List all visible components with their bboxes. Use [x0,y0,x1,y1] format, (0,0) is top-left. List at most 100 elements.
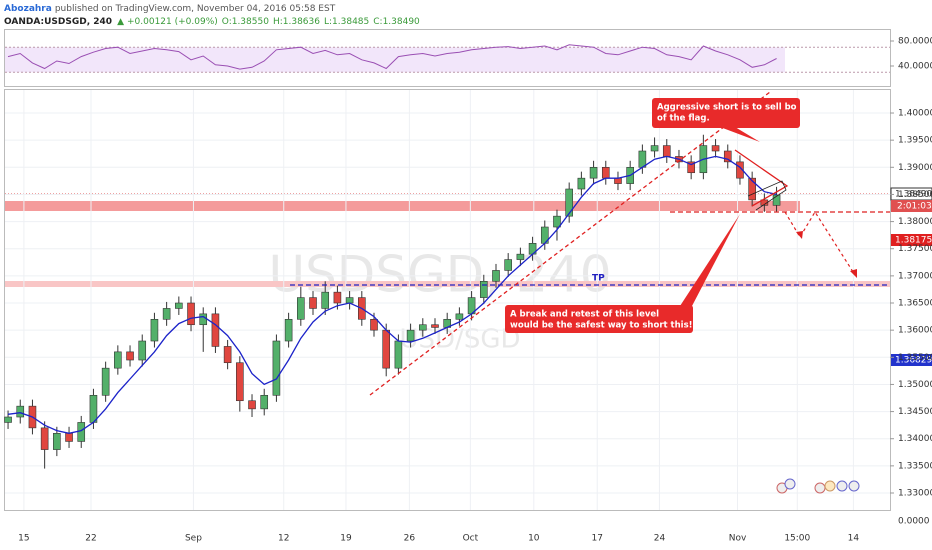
candle-body [577,177,586,190]
candle-body [53,432,61,450]
events [776,478,860,494]
candle-body [333,291,342,304]
candle-body [760,199,769,206]
resistance-zone [5,201,800,211]
level-label: 1.38175 [895,236,932,246]
author[interactable]: Abozahra [4,4,52,14]
y-tick-label: 1.35000 [898,380,932,390]
y-tick-label: 1.35500 [898,353,932,363]
y-tick-label: 1.37000 [898,271,932,281]
candle-body [284,318,293,342]
rsi-tick-label: 80.0000 [898,37,932,47]
y-tick-label: 1.38500 [898,190,932,200]
x-tick-label: 24 [654,534,666,544]
y-tick-label: 1.33000 [898,489,932,499]
top-callout [652,98,800,128]
candle-body [614,177,622,184]
y-tick-label: 1.37500 [898,244,932,254]
candle-body [516,253,525,260]
candle-body [260,394,269,410]
x-tick-label: Oct [463,534,479,544]
candle-body [138,340,147,361]
candle-body [77,422,86,442]
candle-body [272,340,281,396]
candle-body [504,259,512,271]
arrowhead [796,231,803,239]
callout-text: would be the safest way to short this! [510,321,693,331]
y-tick-label: 1.40000 [898,109,932,119]
volume-tick-label: 0.0000 [898,517,930,527]
main-pane [4,89,891,511]
y-tick-label: 1.39500 [898,136,932,146]
callout-text: A break and retest of this level [510,310,659,320]
published: published on TradingView.com, November 0… [55,4,336,14]
candle-body [772,194,781,206]
countdown: 2:01:03 [897,202,932,212]
level-box [891,354,932,366]
x-tick-label: 12 [278,534,289,544]
callout-tail [680,214,740,306]
candle-body [248,400,256,410]
candle-body [114,351,122,369]
candle-body [711,145,720,152]
flag [734,149,789,207]
candle-body [601,167,610,179]
candle-body [150,318,159,342]
candle-body [199,313,208,326]
y-tick-label: 1.38000 [898,217,932,227]
candle-body [162,308,171,320]
candle-body [65,432,73,442]
y-tick-label: 1.34000 [898,434,932,444]
candle-body [662,145,671,157]
candle-body [492,270,500,282]
candle-body [565,188,573,217]
candle-body [236,362,244,402]
candle-body [431,324,439,328]
watermark: USDSGD, 240 [268,246,611,304]
y-tick-label: 1.33500 [898,461,932,471]
low: L:1.38485 [324,17,369,27]
candle-body [650,145,659,152]
x-tick-label: 10 [528,534,540,544]
x-tick-label: 15:00 [784,534,810,544]
candle-body [40,427,49,450]
moving-average [7,155,777,434]
bottom-callout [505,305,693,333]
candle-body [382,329,391,369]
candle-body [736,161,744,179]
x-tick-label: 15 [18,534,29,544]
candle-body [479,280,488,298]
rsi-line [7,44,777,70]
candle-body [126,351,134,361]
candle-body [89,394,98,423]
candle-body [748,177,756,201]
y-tick-label: 1.36000 [898,326,932,336]
x-tick-label: 22 [85,534,96,544]
high: H:1.38636 [273,17,320,27]
marks [4,44,890,510]
rsi-tick-label: 40.0000 [898,62,932,72]
tp-zone [5,281,890,287]
candle-body [455,313,464,320]
candle-body [321,291,330,309]
countdown-box [891,200,932,212]
candle-body [16,405,25,418]
candle-body [345,297,354,304]
candle-body [187,302,195,326]
x-tick-label: Nov [729,534,747,544]
up-arrow: ▲ [117,17,124,27]
candle-body [223,346,232,364]
candle-body [723,150,732,163]
candle-body [394,340,403,369]
x-tick-label: 26 [404,534,416,544]
candle-body [589,167,598,179]
close: C:1.38490 [373,17,420,27]
candle-body [175,302,183,309]
x-tick-label: 17 [592,534,603,544]
x-tick-label: Sep [185,534,202,544]
candle-body [370,318,378,331]
level-box [891,234,932,246]
header-line-2: OANDA:USDSGD, 240 ▲ +0.00121 (+0.09%) O:1.3… [4,17,420,27]
